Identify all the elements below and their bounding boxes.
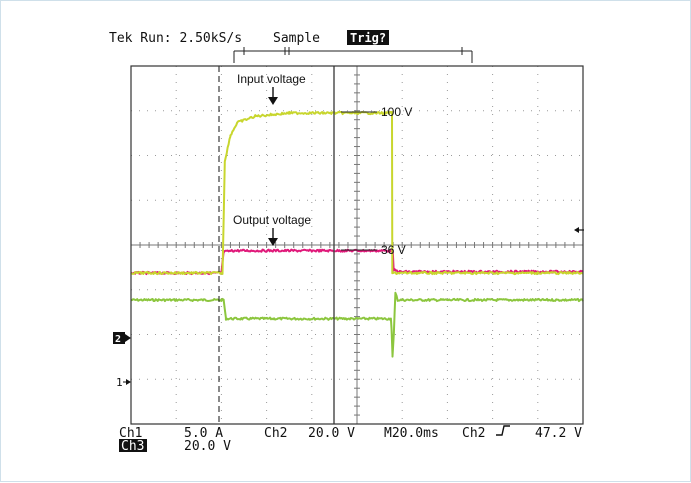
acquisition-mode: Sample <box>273 31 320 46</box>
ch1-ground-marker: 1 <box>116 376 131 389</box>
record-window-bracket <box>233 47 473 63</box>
ch1-scale: 5.0 A <box>184 426 223 441</box>
ch3-label-bg <box>119 439 147 452</box>
ch2-ground-marker: 2 <box>113 332 131 345</box>
output-voltage-arrow <box>268 228 278 246</box>
level-36v-label: 36 V <box>381 243 406 257</box>
timebase: M20.0ms <box>384 426 439 441</box>
trigger-status-badge: Trig? <box>350 31 386 45</box>
input-voltage-label: Input voltage <box>237 72 306 86</box>
waveform-traces <box>130 110 584 358</box>
ch2-label: Ch2 <box>264 426 287 441</box>
input-voltage-trace <box>130 110 584 276</box>
acquisition-status: Tek Run: 2.50kS/s <box>109 31 242 46</box>
trigger-slope-icon <box>496 425 510 436</box>
ch1-current-trace <box>130 291 584 358</box>
level-100v-label: 100 V <box>381 105 412 119</box>
channel-readout: Ch1 5.0 A Ch2 20.0 V M20.0ms Ch2 47.2 V <box>119 426 582 441</box>
ch1-label: Ch1 <box>119 426 142 441</box>
trigger-level: 47.2 V <box>535 426 582 441</box>
graticule <box>130 65 584 425</box>
ch3-label: Ch3 <box>121 439 144 454</box>
output-voltage-label: Output voltage <box>233 213 311 227</box>
graticule-border <box>130 65 584 425</box>
input-voltage-arrow <box>268 87 278 105</box>
trigger-status-badge-bg <box>347 30 389 45</box>
ch2-scale: 20.0 V <box>308 426 355 441</box>
trigger-source: Ch2 <box>462 426 485 441</box>
svg-text:2: 2 <box>115 334 121 345</box>
trigger-level-arrow-icon <box>574 227 584 233</box>
svg-text:1: 1 <box>116 376 123 389</box>
ch3-scale: 20.0 V <box>184 439 231 454</box>
